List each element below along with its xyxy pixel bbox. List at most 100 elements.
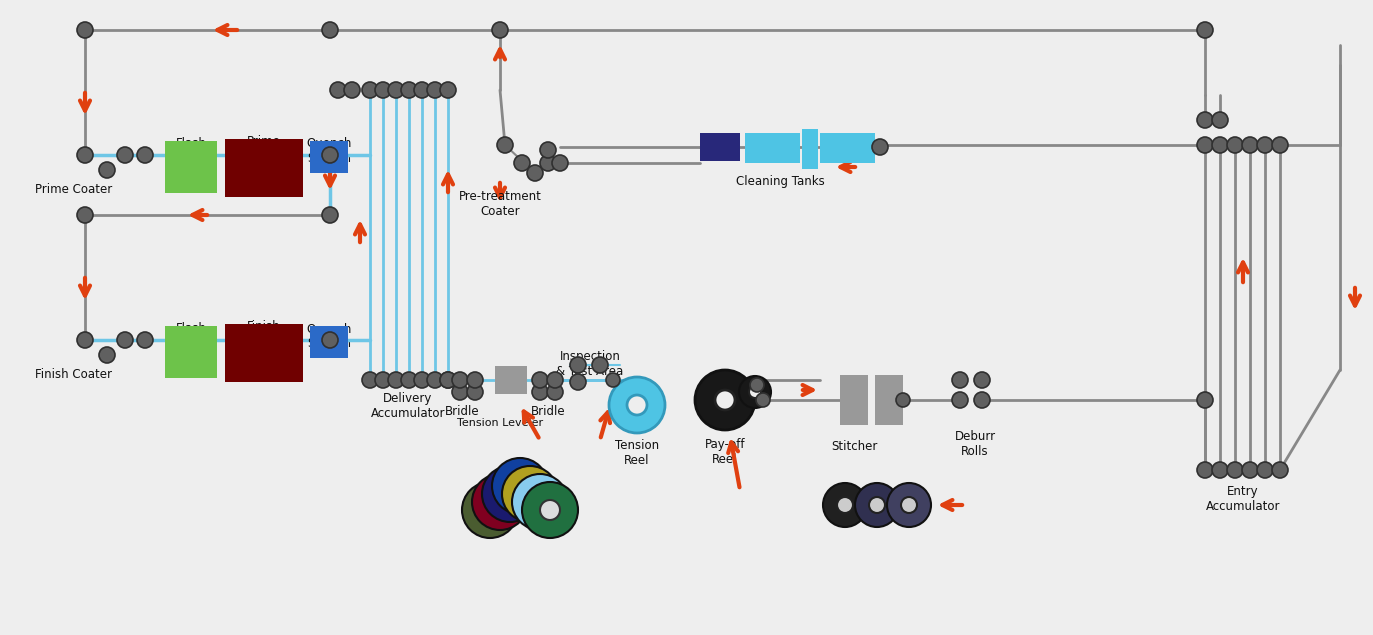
Text: Tension Leveler: Tension Leveler (457, 418, 544, 428)
Text: Bridle: Bridle (531, 405, 566, 418)
Circle shape (610, 377, 665, 433)
Circle shape (415, 372, 430, 388)
Circle shape (503, 466, 557, 522)
Circle shape (401, 372, 417, 388)
Circle shape (552, 155, 568, 171)
Text: Flash
off: Flash off (176, 322, 206, 350)
Circle shape (750, 386, 761, 398)
Bar (746, 133, 800, 163)
Circle shape (901, 497, 917, 513)
Text: Delivery
Accumulator: Delivery Accumulator (371, 392, 445, 420)
Circle shape (1227, 137, 1243, 153)
Circle shape (117, 147, 133, 163)
Circle shape (1212, 462, 1227, 478)
Circle shape (951, 392, 968, 408)
Bar (802, 129, 818, 169)
Circle shape (439, 372, 456, 388)
Circle shape (439, 372, 456, 388)
Circle shape (389, 372, 404, 388)
Bar (700, 133, 740, 161)
Bar (165, 326, 217, 378)
Circle shape (897, 393, 910, 407)
Circle shape (77, 332, 93, 348)
Circle shape (592, 357, 608, 373)
Bar (310, 141, 347, 173)
Circle shape (415, 82, 430, 98)
Circle shape (137, 147, 152, 163)
Bar (310, 326, 347, 358)
Circle shape (77, 22, 93, 38)
Circle shape (1227, 462, 1243, 478)
Text: Prime
Oven: Prime Oven (247, 135, 281, 163)
Text: Finish Coater: Finish Coater (34, 368, 113, 381)
Circle shape (509, 476, 530, 496)
Circle shape (627, 395, 647, 415)
Circle shape (482, 466, 538, 522)
Circle shape (492, 22, 508, 38)
Text: Stitcher: Stitcher (831, 440, 877, 453)
Circle shape (345, 82, 360, 98)
Circle shape (99, 162, 115, 178)
Circle shape (452, 384, 468, 400)
Text: Finish
Oven: Finish Oven (247, 320, 281, 348)
Text: Pre-treatment
Coater: Pre-treatment Coater (459, 190, 541, 218)
Circle shape (461, 482, 518, 538)
Circle shape (497, 137, 514, 153)
Circle shape (527, 165, 542, 181)
Circle shape (490, 492, 509, 512)
Circle shape (1197, 392, 1212, 408)
Circle shape (1212, 137, 1227, 153)
Text: Quench
System: Quench System (306, 322, 351, 350)
Circle shape (427, 82, 443, 98)
Circle shape (540, 155, 556, 171)
Text: Pay-off
Reel: Pay-off Reel (704, 438, 746, 466)
Circle shape (323, 332, 338, 348)
Circle shape (467, 384, 483, 400)
Circle shape (492, 458, 548, 514)
Circle shape (362, 82, 378, 98)
Circle shape (750, 378, 763, 392)
Circle shape (540, 500, 560, 520)
Bar (840, 375, 868, 425)
Circle shape (323, 207, 338, 223)
Circle shape (530, 492, 551, 512)
Circle shape (887, 483, 931, 527)
Circle shape (1258, 137, 1273, 153)
Circle shape (757, 393, 770, 407)
Circle shape (951, 372, 968, 388)
Circle shape (695, 370, 755, 430)
Circle shape (481, 500, 500, 520)
Circle shape (375, 372, 391, 388)
Circle shape (99, 347, 115, 363)
Circle shape (570, 374, 586, 390)
Circle shape (531, 372, 548, 388)
Circle shape (77, 147, 93, 163)
Circle shape (512, 474, 568, 530)
Circle shape (472, 474, 529, 530)
Circle shape (1197, 112, 1212, 128)
Circle shape (323, 22, 338, 38)
Bar (496, 366, 527, 394)
Circle shape (1271, 137, 1288, 153)
Circle shape (137, 332, 152, 348)
Circle shape (1271, 462, 1288, 478)
Text: Prime Coater: Prime Coater (34, 183, 113, 196)
Circle shape (869, 497, 886, 513)
Circle shape (973, 372, 990, 388)
Circle shape (1212, 112, 1227, 128)
Text: Quench
System: Quench System (306, 137, 351, 165)
Circle shape (531, 384, 548, 400)
Circle shape (330, 82, 346, 98)
Circle shape (739, 376, 772, 408)
Circle shape (362, 372, 378, 388)
Circle shape (514, 155, 530, 171)
Text: Bridle: Bridle (445, 405, 479, 418)
Circle shape (427, 372, 443, 388)
Circle shape (872, 139, 888, 155)
Circle shape (605, 373, 621, 387)
Text: Deburr
Rolls: Deburr Rolls (954, 430, 995, 458)
Circle shape (77, 207, 93, 223)
Circle shape (522, 482, 578, 538)
Bar (165, 141, 217, 193)
Circle shape (822, 483, 866, 527)
